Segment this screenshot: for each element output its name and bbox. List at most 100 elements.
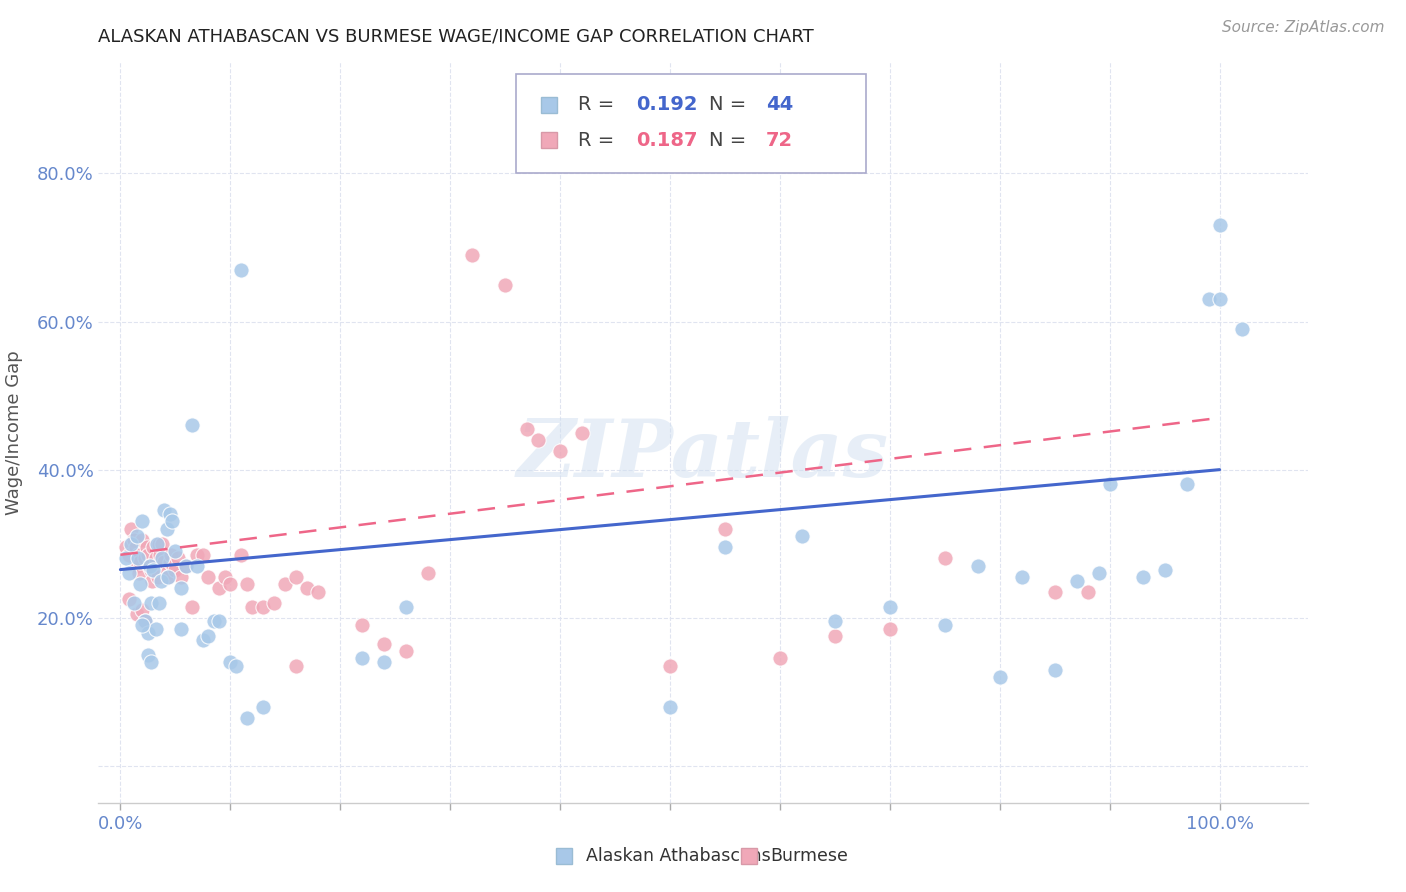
Point — [879, 622, 901, 636]
Point — [149, 548, 172, 562]
Point — [966, 558, 988, 573]
Point — [138, 558, 160, 573]
Point — [1077, 584, 1099, 599]
Text: 44: 44 — [766, 95, 793, 114]
Point — [136, 648, 159, 662]
Point — [127, 548, 149, 562]
Point — [824, 615, 846, 629]
Text: Burmese: Burmese — [770, 847, 849, 865]
Point — [118, 566, 141, 581]
Point — [131, 618, 153, 632]
Point — [516, 422, 538, 436]
Point — [197, 570, 219, 584]
Point — [141, 563, 163, 577]
Point — [571, 425, 593, 440]
Point — [148, 536, 170, 550]
Point — [373, 655, 395, 669]
Point — [934, 618, 956, 632]
Text: 0.192: 0.192 — [637, 95, 697, 114]
Text: ALASKAN ATHABASCAN VS BURMESE WAGE/INCOME GAP CORRELATION CHART: ALASKAN ATHABASCAN VS BURMESE WAGE/INCOM… — [98, 28, 814, 45]
Point — [165, 544, 187, 558]
Point — [1208, 293, 1230, 307]
Point — [659, 699, 682, 714]
Point — [225, 658, 247, 673]
Point — [125, 607, 148, 621]
Point — [274, 577, 297, 591]
Point — [156, 570, 179, 584]
Point — [165, 563, 187, 577]
Point — [180, 599, 202, 614]
Point — [191, 632, 214, 647]
Point — [461, 248, 484, 262]
Text: R =: R = — [578, 95, 621, 114]
Point — [197, 629, 219, 643]
FancyBboxPatch shape — [516, 73, 866, 173]
Point — [527, 433, 550, 447]
Point — [418, 566, 440, 581]
Point — [1066, 574, 1088, 588]
Point — [395, 644, 418, 658]
Point — [131, 533, 153, 547]
Point — [153, 555, 176, 569]
Point — [125, 541, 148, 555]
Text: N =: N = — [709, 95, 752, 114]
Point — [1098, 477, 1121, 491]
Point — [118, 548, 141, 562]
Point — [131, 603, 153, 617]
Point — [790, 529, 813, 543]
Point — [548, 444, 571, 458]
Point — [186, 548, 208, 562]
Y-axis label: Wage/Income Gap: Wage/Income Gap — [4, 351, 22, 515]
Point — [120, 522, 142, 536]
Point — [202, 615, 225, 629]
Point — [208, 615, 231, 629]
Point — [134, 615, 156, 629]
Point — [1198, 293, 1220, 307]
Point — [208, 581, 231, 595]
Point — [307, 584, 329, 599]
Point — [252, 699, 274, 714]
Point — [155, 522, 177, 536]
Point — [252, 599, 274, 614]
Point — [141, 596, 163, 610]
Point — [155, 566, 177, 581]
Point — [160, 515, 183, 529]
Point — [297, 581, 319, 595]
Point — [136, 625, 159, 640]
Point — [879, 599, 901, 614]
Point — [180, 418, 202, 433]
Point — [159, 507, 181, 521]
Point — [1043, 584, 1066, 599]
Point — [150, 574, 173, 588]
Point — [134, 615, 156, 629]
Point — [125, 529, 148, 543]
Point — [659, 658, 682, 673]
Point — [1087, 566, 1109, 581]
Point — [129, 577, 152, 591]
Text: Source: ZipAtlas.com: Source: ZipAtlas.com — [1222, 20, 1385, 35]
Point — [142, 541, 165, 555]
Point — [170, 622, 193, 636]
Point — [1011, 570, 1033, 584]
Point — [141, 655, 163, 669]
Point — [166, 551, 188, 566]
Point — [231, 262, 253, 277]
Point — [128, 566, 150, 581]
Point — [352, 651, 374, 665]
Point — [219, 577, 242, 591]
Point — [714, 522, 737, 536]
Point — [134, 551, 156, 566]
Point — [176, 558, 198, 573]
Point — [135, 541, 157, 555]
Point — [122, 533, 145, 547]
Point — [145, 551, 167, 566]
Point — [219, 655, 242, 669]
Point — [1132, 570, 1154, 584]
Text: Alaskan Athabascans: Alaskan Athabascans — [586, 847, 770, 865]
Point — [285, 658, 308, 673]
Point — [1208, 219, 1230, 233]
Point — [142, 563, 165, 577]
Point — [285, 570, 308, 584]
Point — [150, 536, 173, 550]
Point — [1230, 322, 1253, 336]
